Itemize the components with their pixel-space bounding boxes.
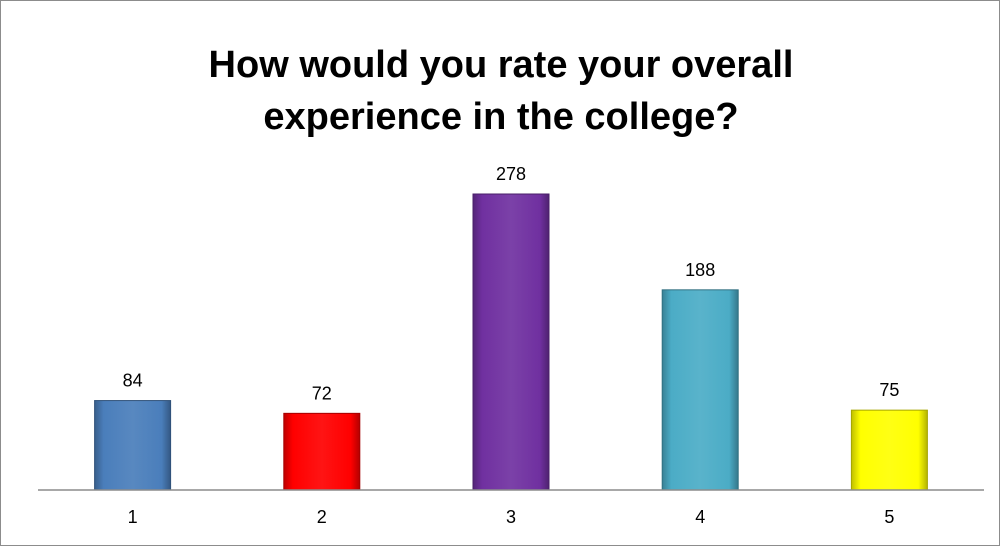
- chart-title-line-2: experience in the college?: [263, 96, 739, 138]
- labels-group: 84 1 72 2 278 3 188 4 75 5: [123, 164, 900, 527]
- bar-4: [661, 289, 739, 491]
- x-tick-label-3: 3: [506, 507, 516, 527]
- x-tick-label-1: 1: [128, 507, 138, 527]
- x-tick-label-2: 2: [317, 507, 327, 527]
- chart-title-line-1: How would you rate your overall: [208, 44, 794, 86]
- data-label-3: 278: [496, 164, 526, 184]
- data-label-5: 75: [879, 380, 899, 400]
- bar-1: [94, 400, 172, 491]
- x-tick-label-5: 5: [884, 507, 894, 527]
- x-tick-label-4: 4: [695, 507, 705, 527]
- data-label-1: 84: [123, 371, 143, 391]
- bar-5: [850, 409, 928, 491]
- chart-title: How would you rate your overall experien…: [1, 39, 1000, 143]
- data-label-4: 188: [685, 260, 715, 280]
- bar-2: [283, 412, 361, 491]
- bar-3: [472, 193, 550, 491]
- data-label-2: 72: [312, 383, 332, 403]
- bars-group: [94, 193, 928, 491]
